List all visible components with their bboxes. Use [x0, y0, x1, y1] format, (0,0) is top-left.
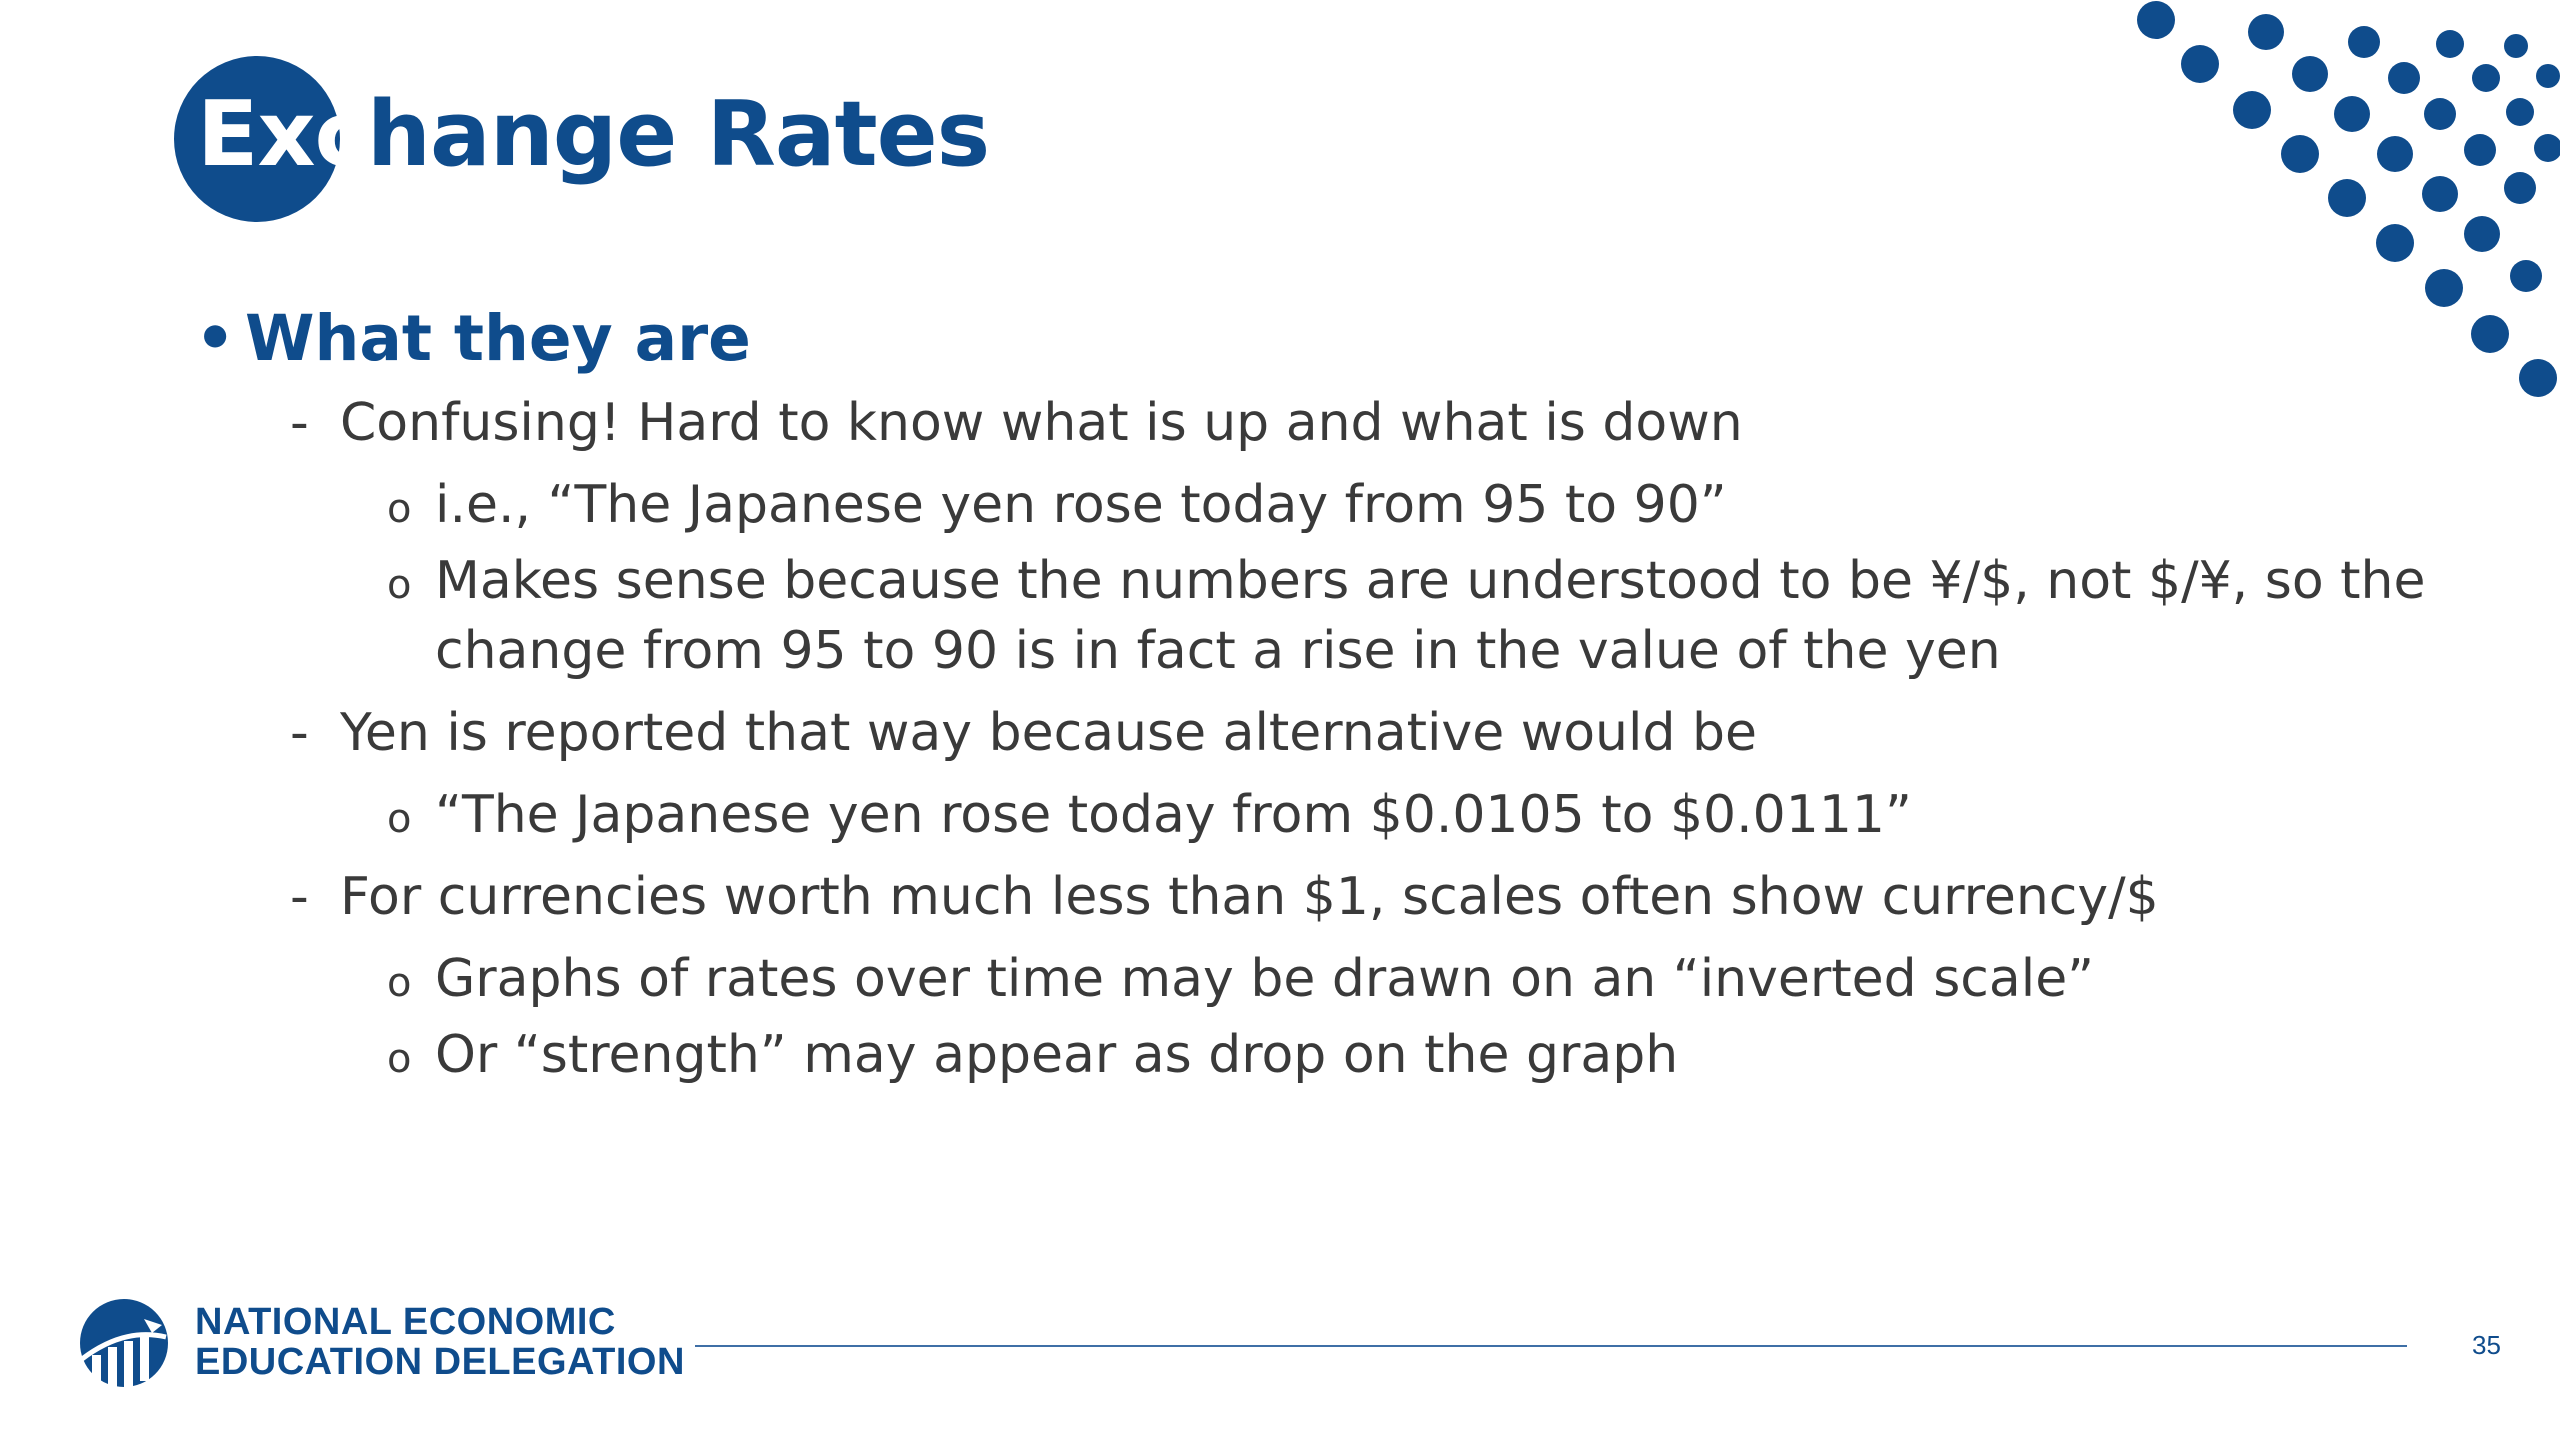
bullet-text: Graphs of rates over time may be drawn o… [435, 949, 2095, 1009]
bullet-alternative-quote: o “The Japanese yen rose today from $0.0… [195, 780, 2535, 850]
bullet-marker: o [387, 562, 412, 608]
bullet-makes-sense: o Makes sense because the numbers are un… [195, 546, 2535, 686]
bullet-inverted-scale: o Graphs of rates over time may be drawn… [195, 944, 2535, 1014]
slide-title-lead: Exc [197, 82, 368, 187]
globe-chart-icon [80, 1299, 168, 1387]
slide-title: Exchange Rates [197, 80, 990, 190]
bullet-strength-drop: o Or “strength” may appear as drop on th… [195, 1020, 2535, 1090]
dot-grid-decoration [2137, 1, 2560, 397]
bullet-marker: - [290, 393, 309, 453]
bullet-marker: - [290, 703, 309, 763]
bullet-text: i.e., “The Japanese yen rose today from … [435, 475, 1727, 535]
org-name: NATIONAL ECONOMIC EDUCATION DELEGATION [195, 1302, 685, 1382]
bullet-text: Yen is reported that way because alterna… [340, 703, 1757, 763]
bullet-marker: o [387, 796, 412, 842]
bullet-list: • What they are - Confusing! Hard to kno… [195, 296, 2426, 1096]
bullet-currencies-worth-less: - For currencies worth much less than $1… [195, 856, 2395, 938]
bullet-marker: o [387, 486, 412, 532]
bullet-confusing: - Confusing! Hard to know what is up and… [195, 382, 2395, 464]
bullet-example-yen-rose: o i.e., “The Japanese yen rose today fro… [195, 470, 2535, 540]
bullet-text: Or “strength” may appear as drop on the … [435, 1025, 1679, 1085]
bullet-marker: - [290, 867, 309, 927]
slide-title-rest: hange Rates [366, 82, 990, 187]
bullet-text: “The Japanese yen rose today from $0.010… [435, 785, 1912, 845]
bullet-text: Makes sense because the numbers are unde… [435, 551, 2426, 681]
bullet-what-they-are: • What they are [195, 296, 2395, 382]
bullet-marker: o [387, 1036, 412, 1082]
bullet-text: Confusing! Hard to know what is up and w… [340, 393, 1743, 453]
page-number: 35 [2472, 1330, 2501, 1360]
bullet-marker: • [195, 302, 236, 375]
bullet-yen-reported: - Yen is reported that way because alter… [195, 692, 2395, 774]
title-circle-accent [174, 56, 340, 222]
footer-divider [695, 1345, 2407, 1347]
bullet-marker: o [387, 960, 412, 1006]
org-name-line1: NATIONAL ECONOMIC [195, 1301, 616, 1343]
bullet-text: For currencies worth much less than $1, … [340, 867, 2159, 927]
org-name-line2: EDUCATION DELEGATION [195, 1341, 685, 1383]
bullet-text: What they are [245, 302, 751, 375]
